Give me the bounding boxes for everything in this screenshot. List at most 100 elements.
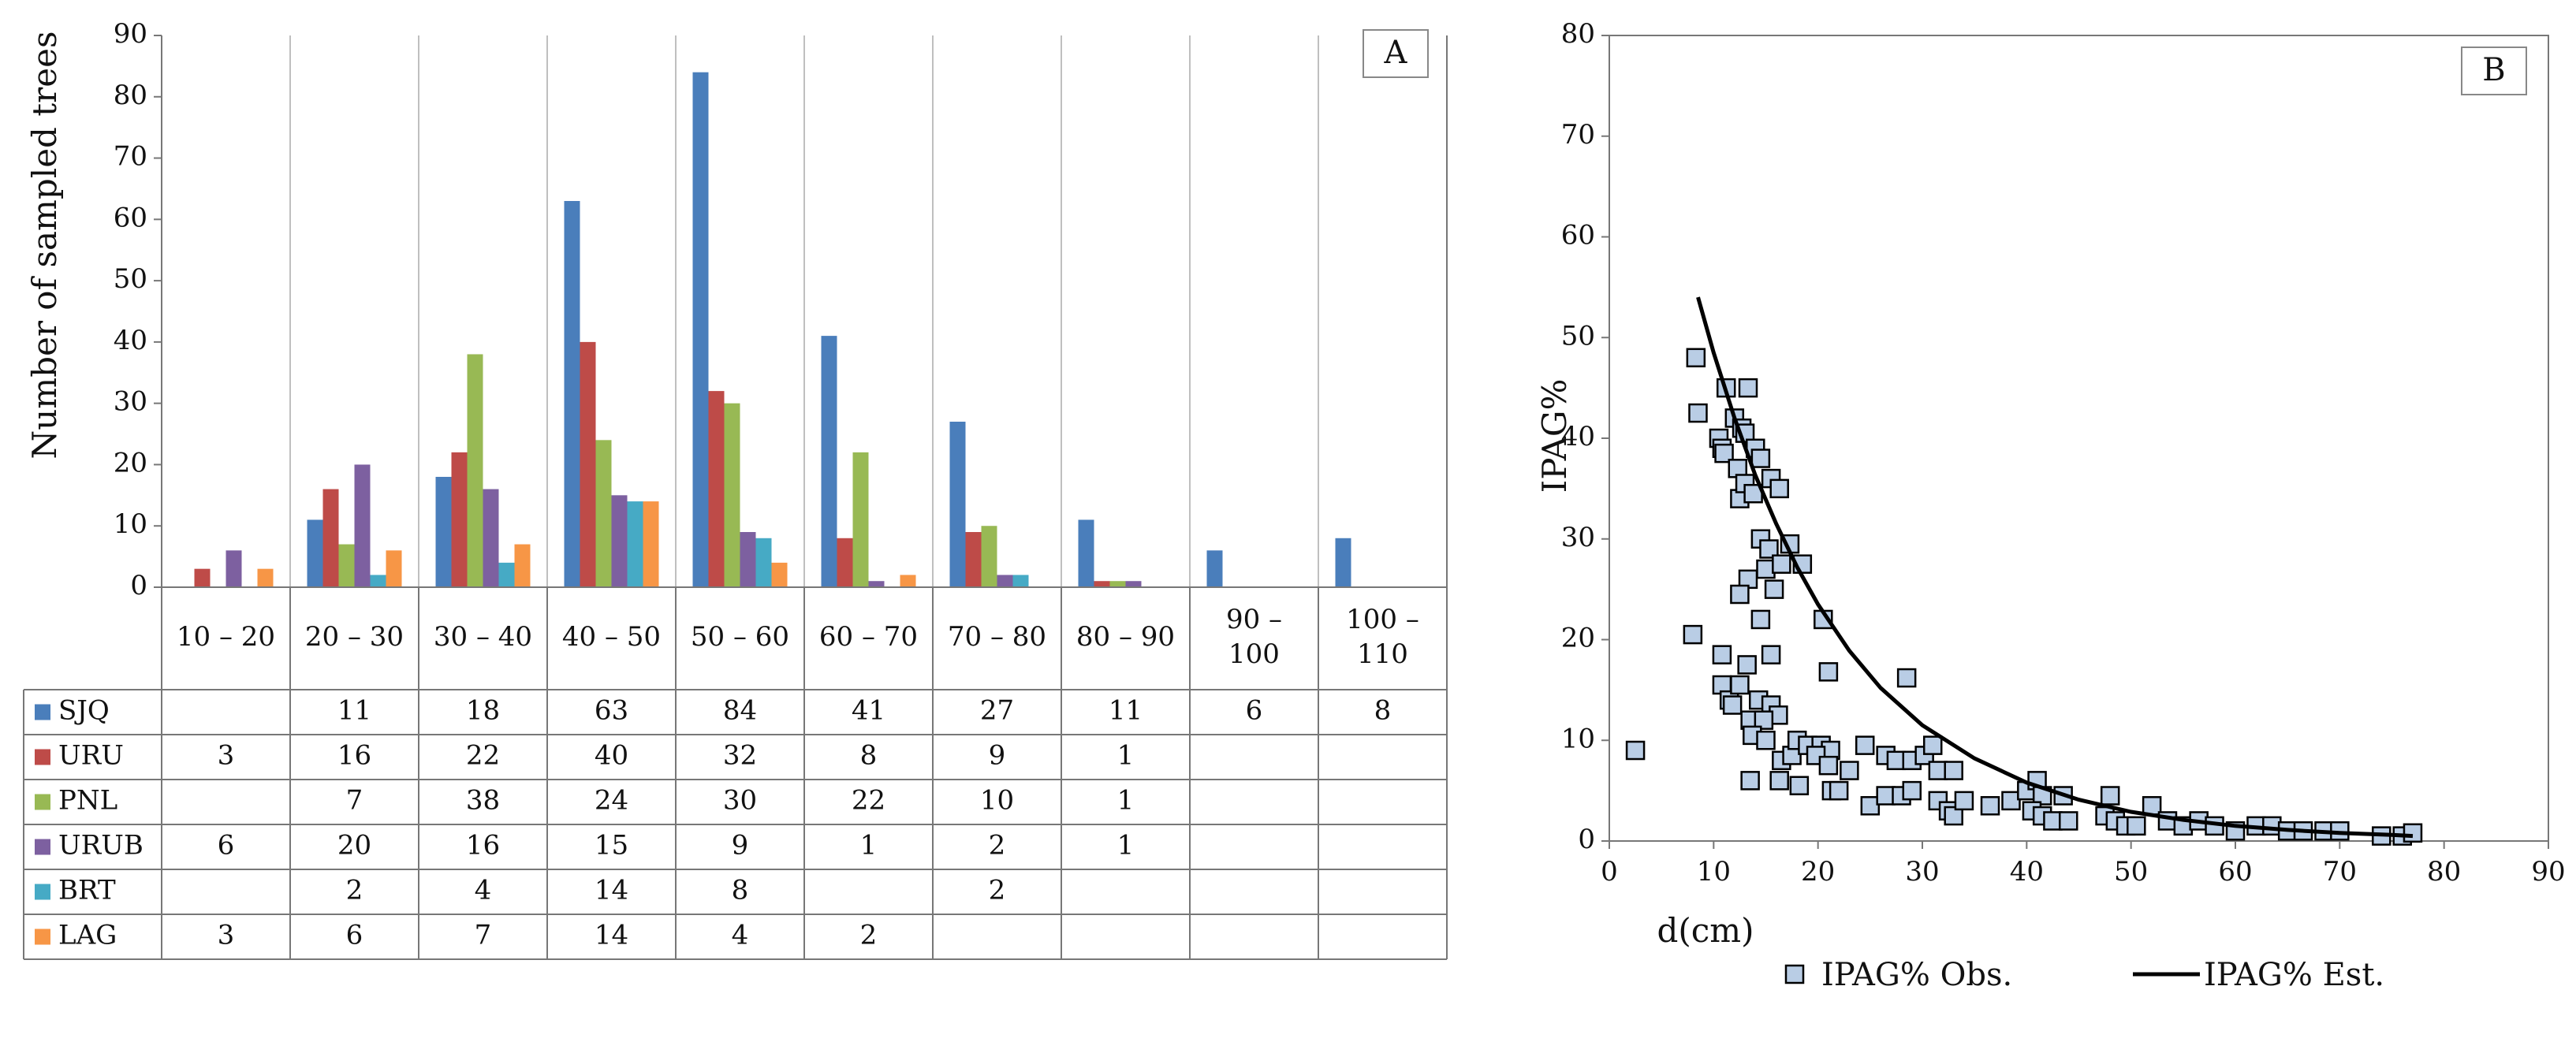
table-value: 27 <box>980 695 1014 727</box>
panel-a: 0 10 20 30 40 50 60 70 80 90 Number of sampled tr… <box>23 18 1448 960</box>
observed-point <box>1756 731 1776 750</box>
bar-sjq <box>949 422 966 587</box>
x-category-label: 70 – 80 <box>948 621 1046 653</box>
table-value: 9 <box>989 740 1006 772</box>
panel-b-xtick-label: 20 <box>1801 856 1835 888</box>
observed-point <box>1625 740 1646 761</box>
table-value: 22 <box>852 785 885 817</box>
bar-uru <box>1094 581 1110 587</box>
bar-pnl <box>981 526 997 587</box>
bar-brt <box>755 538 772 587</box>
bar-pnl <box>724 403 740 587</box>
observed-point <box>2001 791 2021 811</box>
estimated-curve <box>1696 296 2414 839</box>
bar-urub <box>611 495 628 587</box>
panel-a-ytick-label: 50 <box>114 263 147 295</box>
observed-point <box>1730 675 1750 695</box>
bar-sjq <box>1206 550 1223 587</box>
table-value: 2 <box>989 830 1006 862</box>
x-category-label: 60 – 70 <box>819 621 918 653</box>
legend-swatch-urub <box>35 839 50 855</box>
legend-swatch-lag <box>35 928 50 945</box>
observed-point <box>1740 771 1760 791</box>
x-category-label: 10 – 20 <box>177 621 275 653</box>
bar-pnl <box>595 440 612 587</box>
table-value: 1 <box>1117 785 1135 817</box>
observed-point <box>1764 579 1784 599</box>
panel-b-ytick-label: 20 <box>1561 623 1595 654</box>
observed-point <box>1738 378 1758 398</box>
legend-label-brt: BRT <box>58 875 116 906</box>
table-value: 63 <box>595 695 628 727</box>
panel-a-ytick-label: 70 <box>114 141 147 173</box>
panel-b-xtick-label: 70 <box>2323 856 2357 888</box>
bar-sjq <box>821 336 837 587</box>
table-value: 6 <box>218 830 235 862</box>
panel-b-xtick-label: 40 <box>2010 856 2044 888</box>
panel-b-xtick-label: 10 <box>1697 856 1731 888</box>
table-value: 15 <box>595 830 628 862</box>
bar-uru <box>194 568 211 587</box>
panel-b-ylabel: IPAG% <box>1535 379 1574 493</box>
bar-pnl <box>1109 581 1126 587</box>
observed-point <box>1761 645 1781 664</box>
observed-point <box>1750 609 1771 630</box>
table-value: 6 <box>346 920 363 951</box>
legend-obs-label: IPAG% Obs. <box>1821 957 2012 993</box>
bar-pnl <box>338 544 355 587</box>
observed-point <box>1688 403 1708 423</box>
x-category-label: 80 – 90 <box>1076 621 1175 653</box>
table-value: 24 <box>595 785 628 817</box>
table-value: 10 <box>980 785 1014 817</box>
table-value: 1 <box>860 830 878 862</box>
panel-b-ytick-label: 10 <box>1561 723 1595 754</box>
panel-b-ytick-label: 40 <box>1561 421 1595 452</box>
bar-uru <box>322 489 339 587</box>
legend-est-label: IPAG% Est. <box>2204 957 2384 993</box>
bar-sjq <box>1078 519 1094 587</box>
legend-label-uru: URU <box>58 740 124 772</box>
bar-lag <box>643 501 659 587</box>
bar-urub <box>740 532 756 587</box>
observed-point <box>1944 761 1963 780</box>
panel-b-xtick-label: 60 <box>2218 856 2252 888</box>
table-value: 14 <box>595 875 628 906</box>
table-value: 41 <box>852 695 885 727</box>
bar-urub <box>354 464 371 587</box>
observed-point <box>1714 443 1734 463</box>
panel-a-ytick-label: 60 <box>114 202 147 233</box>
panel-a-ylabel: Number of sampled trees <box>25 31 64 459</box>
observed-point <box>2100 786 2120 806</box>
table-value: 22 <box>466 740 500 772</box>
table-value: 4 <box>732 920 749 951</box>
observed-point <box>2403 823 2423 843</box>
table-value: 8 <box>860 740 878 772</box>
observed-point <box>1855 735 1875 755</box>
bar-lag <box>386 550 402 587</box>
bar-brt <box>498 562 515 587</box>
table-value: 11 <box>1109 695 1143 727</box>
bar-uru <box>837 538 853 587</box>
x-category-label: 50 – 60 <box>691 621 789 653</box>
bar-brt <box>370 575 386 587</box>
observed-point <box>1683 624 1703 645</box>
panel-a-ytick-label: 0 <box>130 570 147 601</box>
panel-b-ytick-label: 30 <box>1561 522 1595 553</box>
table-value: 7 <box>475 920 492 951</box>
table-value: 84 <box>723 695 757 727</box>
bar-urub <box>868 581 885 587</box>
bar-uru <box>708 391 725 587</box>
panel-b-xtick-label: 50 <box>2114 856 2148 888</box>
observed-point <box>1818 755 1839 776</box>
table-value: 3 <box>218 920 235 951</box>
bar-brt <box>627 501 643 587</box>
observed-point <box>1954 791 1974 811</box>
panel-b-label-box <box>2461 47 2527 95</box>
panel-a-ytick-label: 80 <box>114 80 147 111</box>
observed-point <box>1772 554 1791 574</box>
panel-b-xtick-label: 90 <box>2531 856 2565 888</box>
observed-point <box>2127 816 2146 836</box>
panel-a-label: A <box>1384 35 1408 71</box>
bar-uru <box>580 341 596 587</box>
observed-point <box>1722 695 1743 715</box>
